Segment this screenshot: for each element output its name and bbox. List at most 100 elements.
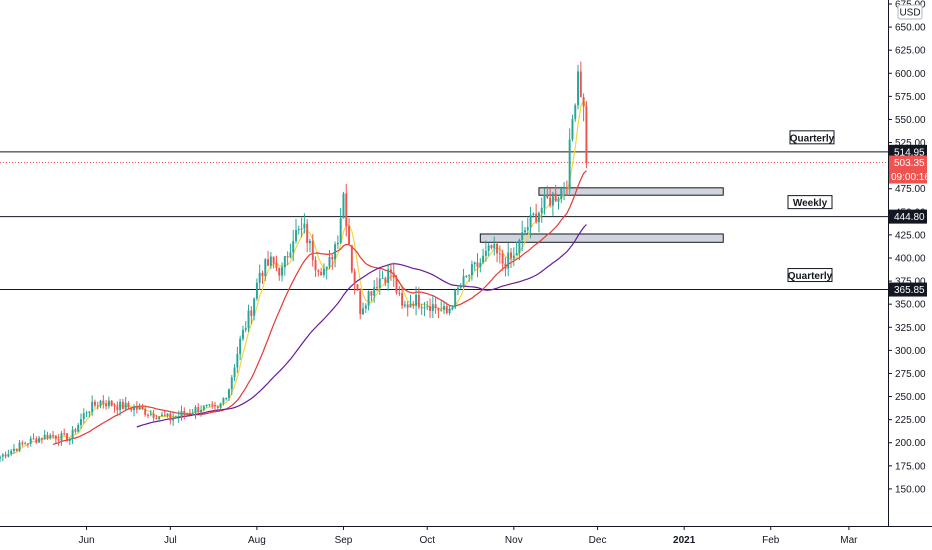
- candle-body: [18, 442, 21, 451]
- candle-body: [267, 259, 270, 266]
- candle-body: [577, 71, 580, 106]
- candle-body: [35, 438, 38, 443]
- candle-body: [579, 71, 582, 98]
- candle-body: [292, 241, 295, 253]
- candle-body: [91, 401, 94, 412]
- candle-body: [476, 262, 479, 267]
- candle-body: [376, 287, 378, 289]
- y-tick-label: 175.00: [895, 461, 926, 472]
- candle-body: [367, 291, 370, 306]
- candle-body: [135, 406, 138, 410]
- candle-body: [462, 276, 465, 287]
- price-axis[interactable]: 150.00 175.00 200.00 225.00 250.00 275.00 300.…: [888, 0, 932, 526]
- price-axis-background: [888, 0, 932, 526]
- candle-body: [191, 412, 194, 414]
- currency-label-box: [897, 4, 923, 20]
- y-tick-label: 650.00: [895, 23, 926, 34]
- candle-body: [479, 262, 482, 267]
- candle-body: [529, 215, 532, 228]
- candle-body: [350, 245, 353, 272]
- candle-body: [565, 187, 568, 190]
- y-tick-label: 200.00: [895, 438, 926, 449]
- candle-body: [443, 306, 445, 310]
- candle-body: [200, 409, 203, 413]
- candle-body: [448, 308, 451, 314]
- last-price-tag-text: 503.35: [894, 158, 925, 169]
- y-tick-label: 375.00: [895, 277, 926, 288]
- candle-body: [208, 404, 211, 406]
- candles: [0, 61, 588, 463]
- candle-body: [493, 243, 496, 248]
- candle-body: [535, 213, 538, 223]
- candle-body: [15, 448, 18, 451]
- candle-body: [540, 207, 543, 213]
- y-tick-label: 400.00: [895, 254, 926, 265]
- candle-body: [440, 309, 443, 311]
- candle-body: [281, 267, 284, 276]
- candle-body: [172, 418, 175, 421]
- level-note-text: Quarterly: [790, 133, 835, 144]
- candle-body: [289, 252, 292, 258]
- candle-body: [373, 287, 376, 296]
- candle-body: [482, 255, 485, 263]
- candle-body: [74, 429, 77, 432]
- x-tick-label: Nov: [505, 535, 523, 546]
- candle-body: [303, 223, 306, 229]
- candle-body: [188, 412, 191, 414]
- candle-body: [563, 187, 566, 189]
- candle-body: [322, 268, 325, 276]
- candle-body: [398, 292, 401, 294]
- candle-body: [557, 199, 560, 202]
- candle-body: [228, 389, 230, 399]
- candle-body: [169, 413, 172, 421]
- candle-body: [32, 438, 35, 440]
- candle-body: [334, 244, 337, 260]
- candle-body: [160, 414, 163, 417]
- y-tick-label: 300.00: [895, 346, 926, 357]
- candle-body: [85, 412, 88, 414]
- candle-body: [487, 245, 490, 251]
- candle-body: [501, 253, 504, 264]
- candle-body: [119, 401, 122, 410]
- level-price-tag: [889, 282, 927, 297]
- level-note-box: [787, 195, 833, 210]
- candle-body: [43, 434, 46, 440]
- candle-body: [320, 271, 323, 276]
- candle-body: [571, 119, 574, 140]
- currency-label[interactable]: USD: [897, 4, 923, 20]
- candle-body: [454, 290, 457, 308]
- candle-body: [49, 435, 52, 439]
- candle-body: [339, 218, 342, 243]
- candle-body: [423, 307, 426, 309]
- candle-body: [484, 250, 487, 256]
- candle-body: [585, 106, 588, 163]
- candle-body: [82, 413, 85, 420]
- candle-body: [269, 256, 272, 266]
- y-tick-label: 600.00: [895, 69, 926, 80]
- candle-body: [512, 255, 515, 259]
- candle-body: [384, 278, 387, 283]
- y-tick-label: 575.00: [895, 92, 926, 103]
- candle-body: [524, 230, 526, 233]
- candle-body: [241, 329, 244, 339]
- candle-body: [275, 263, 278, 268]
- candle-body: [225, 398, 228, 400]
- candle-body: [345, 193, 348, 227]
- time-axis[interactable]: Jun Jul Aug Sep Oct Nov Dec 2021 Feb Mar: [0, 526, 932, 546]
- candle-body: [431, 304, 434, 312]
- candle-body: [283, 256, 286, 268]
- candle-body: [401, 293, 404, 306]
- y-tick-label: 550.00: [895, 115, 926, 126]
- candle-body: [364, 305, 367, 309]
- candle-body: [325, 266, 328, 269]
- x-tick-label: Oct: [419, 535, 435, 546]
- candle-body: [183, 411, 186, 414]
- candle-body: [149, 413, 152, 415]
- candle-body: [328, 256, 331, 267]
- candle-body: [247, 310, 250, 329]
- candle-body: [549, 197, 552, 206]
- y-tick-label: 150.00: [895, 484, 926, 495]
- candle-body: [378, 278, 381, 289]
